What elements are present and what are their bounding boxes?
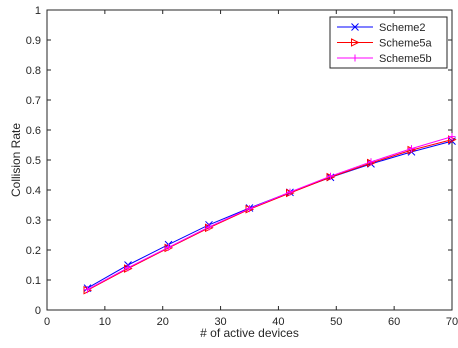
x-tick-label: 60 — [388, 316, 400, 328]
legend-label: Scheme5b — [379, 53, 432, 65]
data-point — [286, 188, 294, 196]
y-tick-label: 0.6 — [26, 125, 41, 137]
y-tick-label: 0.5 — [26, 155, 41, 167]
x-tick-label: 40 — [272, 316, 284, 328]
series-scheme5b — [84, 133, 456, 294]
y-tick-label: 0.8 — [26, 65, 41, 77]
data-point — [205, 223, 213, 231]
y-tick-label: 1 — [35, 5, 41, 17]
data-point — [327, 172, 334, 180]
y-axis-label: Collision Rate — [9, 123, 23, 197]
y-tick-label: 0.3 — [26, 215, 41, 227]
x-axis-label: # of active devices — [200, 326, 299, 340]
data-point — [448, 133, 456, 141]
data-point — [165, 243, 172, 251]
data-point — [84, 286, 91, 294]
data-point — [367, 158, 375, 166]
legend-marker — [351, 54, 359, 62]
axis-ticks: 0 10 20 30 40 50 60 70 0 0.1 0.2 0.3 0.4 0.5 0.6 0.7 0.8… — [26, 5, 458, 328]
legend-label: Scheme5a — [379, 38, 432, 50]
x-tick-label: 30 — [214, 316, 226, 328]
x-tick-label: 50 — [330, 316, 342, 328]
legend-item: Scheme2 — [337, 22, 425, 34]
legend-label: Scheme2 — [379, 22, 425, 34]
x-tick-label: 10 — [99, 316, 111, 328]
series-layer — [83, 133, 457, 295]
y-tick-label: 0.1 — [26, 275, 41, 287]
data-point — [124, 264, 132, 272]
y-tick-label: 0.9 — [26, 35, 41, 47]
y-tick-label: 0 — [35, 305, 41, 317]
x-tick-label: 0 — [44, 316, 50, 328]
data-point — [408, 145, 415, 153]
data-point — [246, 205, 253, 213]
y-tick-label: 0.7 — [26, 95, 41, 107]
y-tick-label: 0.2 — [26, 245, 41, 257]
legend-marker — [351, 23, 359, 31]
legend: Scheme2 Scheme5a Scheme5b — [329, 16, 448, 69]
series-line — [87, 139, 453, 291]
x-tick-label: 70 — [446, 316, 458, 328]
legend-item: Scheme5b — [337, 53, 432, 65]
legend-item: Scheme5a — [337, 38, 432, 50]
series-line — [87, 136, 453, 291]
legend-marker — [351, 38, 360, 47]
y-tick-label: 0.4 — [26, 185, 41, 197]
x-tick-label: 20 — [157, 316, 169, 328]
